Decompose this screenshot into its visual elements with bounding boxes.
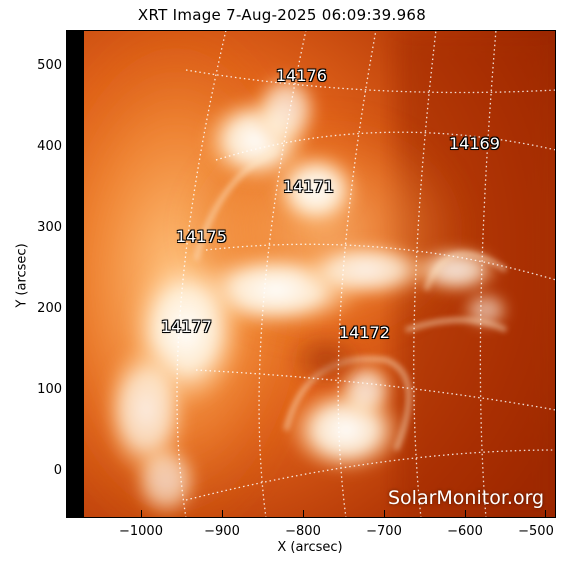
y-tick-label: 200 [37, 301, 62, 316]
y-tick [66, 390, 74, 391]
region-label: 14169 [449, 134, 500, 153]
x-tick-label: −500 [518, 524, 554, 539]
region-label: 14171 [283, 177, 334, 196]
y-tick-label: 500 [37, 58, 62, 73]
region-label: 14175 [176, 227, 227, 246]
x-tick [465, 510, 466, 518]
x-tick-label: −900 [204, 524, 240, 539]
y-tick-label: 300 [37, 220, 62, 235]
x-tick [384, 510, 385, 518]
y-tick-label: 0 [53, 463, 62, 478]
x-tick-label: −800 [285, 524, 321, 539]
x-tick-label: −700 [366, 524, 402, 539]
x-tick-label: −600 [447, 524, 483, 539]
x-axis-label: X (arcsec) [277, 540, 343, 555]
x-tick [222, 510, 223, 518]
y-tick [66, 309, 74, 310]
x-tick [303, 510, 304, 518]
region-label: 14177 [161, 317, 212, 336]
watermark: SolarMonitor.org [388, 487, 545, 509]
y-tick [66, 228, 74, 229]
x-tick [141, 510, 142, 518]
y-tick-label: 400 [37, 139, 62, 154]
y-tick-label: 100 [37, 382, 62, 397]
region-label: 14172 [339, 323, 390, 342]
y-tick [66, 471, 74, 472]
x-tick-label: −1000 [119, 524, 163, 539]
y-tick [66, 147, 74, 148]
y-tick [66, 66, 74, 67]
solar-xray-image [66, 30, 556, 518]
y-axis-label: Y (arcsec) [14, 243, 30, 308]
image-title: XRT Image 7-Aug-2025 06:09:39.968 [137, 6, 427, 24]
x-tick [545, 510, 546, 518]
region-label: 14176 [276, 66, 327, 85]
